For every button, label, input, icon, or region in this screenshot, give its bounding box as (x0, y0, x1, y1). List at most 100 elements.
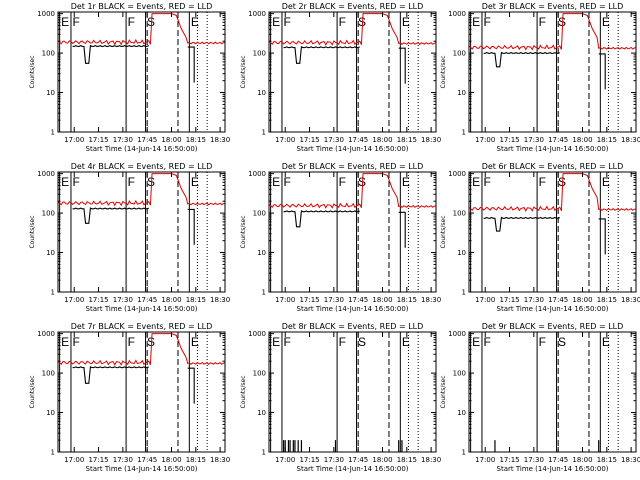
x-tick-label: 17:15 (499, 456, 519, 464)
events-line (72, 44, 150, 64)
events-line (483, 216, 561, 232)
y-tick-label: 1 (51, 289, 55, 297)
marker-label: F (283, 175, 290, 189)
y-tick-label: 10 (257, 409, 266, 417)
x-axis-label: Start Time (14-Jun-14 16:50:00) (297, 305, 409, 313)
plot-frame (468, 331, 637, 453)
x-tick-label: 17:30 (524, 296, 544, 304)
y-tick-label: 1 (51, 449, 55, 457)
marker-label: F (339, 175, 346, 189)
marker-label: F (128, 175, 135, 189)
marker-label: F (539, 15, 546, 29)
marker-label: F (539, 175, 546, 189)
x-tick-label: 18:00 (572, 296, 592, 304)
x-tick-label: 18:00 (572, 136, 592, 144)
events-line (187, 46, 195, 83)
panel-title: Det 9r BLACK = Events, RED = LLD (482, 322, 624, 331)
x-tick-label: 17:30 (324, 136, 344, 144)
x-tick-label: 17:45 (548, 296, 568, 304)
lld-line (468, 173, 637, 212)
y-tick-label: 1 (462, 449, 466, 457)
y-tick-label: 1000 (448, 10, 466, 18)
x-tick-label: 17:00 (64, 136, 84, 144)
events-line (283, 45, 361, 64)
marker-label: S (358, 335, 366, 349)
marker-label: E (402, 175, 410, 189)
x-tick-label: 17:45 (348, 456, 368, 464)
x-tick-label: 17:45 (548, 136, 568, 144)
y-tick-label: 100 (453, 210, 466, 218)
x-tick-label: 18:30 (421, 296, 441, 304)
x-tick-label: 18:30 (210, 136, 230, 144)
y-tick-label: 10 (457, 249, 466, 257)
marker-label: E (602, 335, 610, 349)
y-tick-label: 10 (457, 89, 466, 97)
x-tick-label: 17:15 (88, 456, 108, 464)
x-axis-label: Start Time (14-Jun-14 16:50:00) (497, 305, 609, 313)
lld-line (268, 173, 437, 209)
marker-label: F (483, 15, 490, 29)
x-tick-label: 18:15 (597, 296, 617, 304)
plot-frame (268, 171, 437, 293)
events-line (598, 53, 606, 90)
panel-title: Det 5r BLACK = Events, RED = LLD (282, 162, 424, 171)
y-tick-label: 100 (42, 210, 55, 218)
x-tick-label: 17:30 (324, 296, 344, 304)
y-tick-label: 1 (51, 129, 55, 137)
x-tick-label: 18:15 (186, 296, 206, 304)
x-tick-label: 18:00 (372, 456, 392, 464)
marker-label: F (339, 335, 346, 349)
x-axis-label: Start Time (14-Jun-14 16:50:00) (297, 145, 409, 153)
marker-label: F (128, 15, 135, 29)
marker-label: E (191, 15, 199, 29)
y-tick-label: 1000 (448, 170, 466, 178)
panel-title: Det 7r BLACK = Events, RED = LLD (71, 322, 213, 331)
y-tick-label: 1000 (248, 170, 266, 178)
y-tick-label: 1 (262, 289, 266, 297)
x-tick-label: 18:30 (421, 136, 441, 144)
y-tick-label: 100 (453, 50, 466, 58)
x-tick-label: 18:30 (210, 456, 230, 464)
y-tick-label: 1 (462, 129, 466, 137)
x-tick-label: 17:15 (299, 456, 319, 464)
y-tick-label: 100 (253, 50, 266, 58)
marker-label: F (128, 335, 135, 349)
marker-label: S (558, 15, 566, 29)
x-tick-label: 17:45 (348, 136, 368, 144)
y-tick-label: 10 (46, 409, 55, 417)
marker-label: F (72, 175, 79, 189)
plot-frame (468, 11, 637, 133)
x-axis-label: Start Time (14-Jun-14 16:50:00) (86, 305, 198, 313)
marker-label: F (483, 335, 490, 349)
events-line (72, 365, 150, 384)
x-tick-label: 17:30 (524, 456, 544, 464)
marker-label: F (539, 335, 546, 349)
lld-line (468, 13, 637, 51)
marker-label: S (558, 335, 566, 349)
marker-label: E (61, 15, 69, 29)
marker-label: S (358, 175, 366, 189)
marker-label: F (283, 335, 290, 349)
events-line (483, 51, 561, 68)
marker-label: F (72, 335, 79, 349)
x-tick-label: 17:45 (137, 456, 157, 464)
x-tick-label: 17:15 (88, 136, 108, 144)
x-tick-label: 17:45 (348, 296, 368, 304)
x-tick-label: 18:00 (572, 456, 592, 464)
marker-label: E (472, 335, 480, 349)
x-tick-label: 17:15 (499, 136, 519, 144)
y-tick-label: 100 (253, 370, 266, 378)
y-tick-label: 1000 (37, 170, 55, 178)
y-tick-label: 100 (42, 50, 55, 58)
x-tick-label: 17:00 (275, 456, 295, 464)
y-tick-label: 10 (457, 409, 466, 417)
y-tick-label: 10 (46, 249, 55, 257)
x-tick-label: 17:00 (475, 296, 495, 304)
y-tick-label: 1 (262, 449, 266, 457)
panel-title: Det 3r BLACK = Events, RED = LLD (482, 2, 624, 11)
